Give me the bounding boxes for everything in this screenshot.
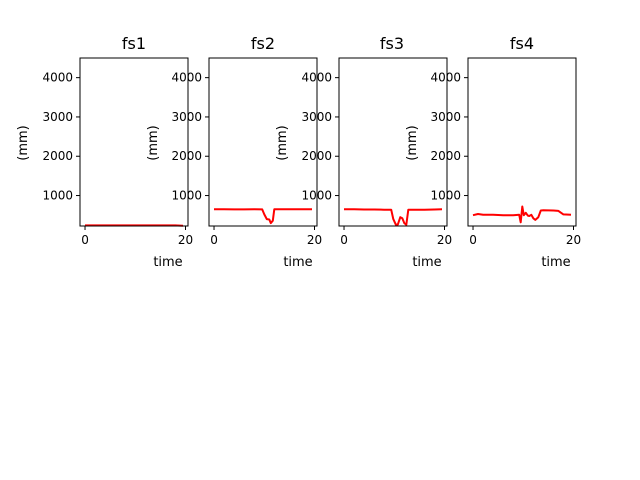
series-line: [472, 205, 572, 224]
y-axis-label: (mm): [146, 125, 161, 160]
y-tick-label: 2000: [171, 149, 202, 163]
x-tick-label: 20: [437, 233, 452, 247]
axes-frame: [467, 57, 577, 227]
chart-title: fs1: [122, 34, 146, 53]
y-tick-label: 3000: [42, 110, 73, 124]
x-tick-label: 0: [469, 233, 477, 247]
y-tick-label: 2000: [430, 149, 461, 163]
y-tick-label: 1000: [42, 189, 73, 203]
panel-fs4: fs4 (mm) time 1000 2000 3000 4000 0 20: [405, 34, 581, 270]
panel-fs1-plot: 1000 2000 3000 4000 0 20: [42, 57, 193, 247]
x-tick-label: 20: [307, 233, 322, 247]
y-axis-label: (mm): [405, 125, 420, 160]
x-axis-label: time: [541, 255, 570, 270]
y-tick-label: 4000: [430, 71, 461, 85]
panel-fs3: fs3 (mm) time 1000 2000 3000 4000 0 20: [275, 34, 452, 270]
y-tick-label: 4000: [301, 71, 332, 85]
chart-title: fs3: [380, 34, 404, 53]
series-line: [344, 208, 443, 226]
panel-fs1: fs1 (mm) time 1000 2000 3000 4000 0 20: [16, 34, 193, 270]
y-tick-label: 1000: [171, 189, 202, 203]
chart-title: fs2: [251, 34, 275, 53]
x-tick-label: 20: [178, 233, 193, 247]
y-tick-label: 4000: [42, 71, 73, 85]
panel-fs2-plot: 1000 2000 3000 4000 0 20: [171, 57, 322, 247]
y-axis-label: (mm): [16, 125, 31, 160]
x-tick-label: 20: [566, 233, 581, 247]
axes-frame: [338, 57, 448, 227]
x-axis-label: time: [412, 255, 441, 270]
axes-frame: [79, 57, 189, 227]
y-tick-label: 2000: [42, 149, 73, 163]
y-tick-label: 4000: [171, 71, 202, 85]
panel-fs3-plot: 1000 2000 3000 4000 0 20: [301, 57, 452, 247]
y-axis-label: (mm): [275, 125, 290, 160]
x-axis-label: time: [283, 255, 312, 270]
panel-fs4-plot: 1000 2000 3000 4000 0 20: [430, 57, 581, 247]
y-tick-label: 1000: [430, 189, 461, 203]
x-tick-label: 0: [81, 233, 89, 247]
panel-fs2: fs2 (mm) time 1000 2000 3000 4000 0 20: [146, 34, 322, 270]
x-tick-label: 0: [210, 233, 218, 247]
y-tick-label: 2000: [301, 149, 332, 163]
series-line: [214, 208, 313, 225]
y-tick-label: 1000: [301, 189, 332, 203]
y-tick-label: 3000: [301, 110, 332, 124]
x-tick-label: 0: [340, 233, 348, 247]
y-tick-label: 3000: [171, 110, 202, 124]
axes-frame: [208, 57, 318, 227]
y-tick-label: 3000: [430, 110, 461, 124]
x-axis-label: time: [153, 255, 182, 270]
chart-title: fs4: [510, 34, 534, 53]
